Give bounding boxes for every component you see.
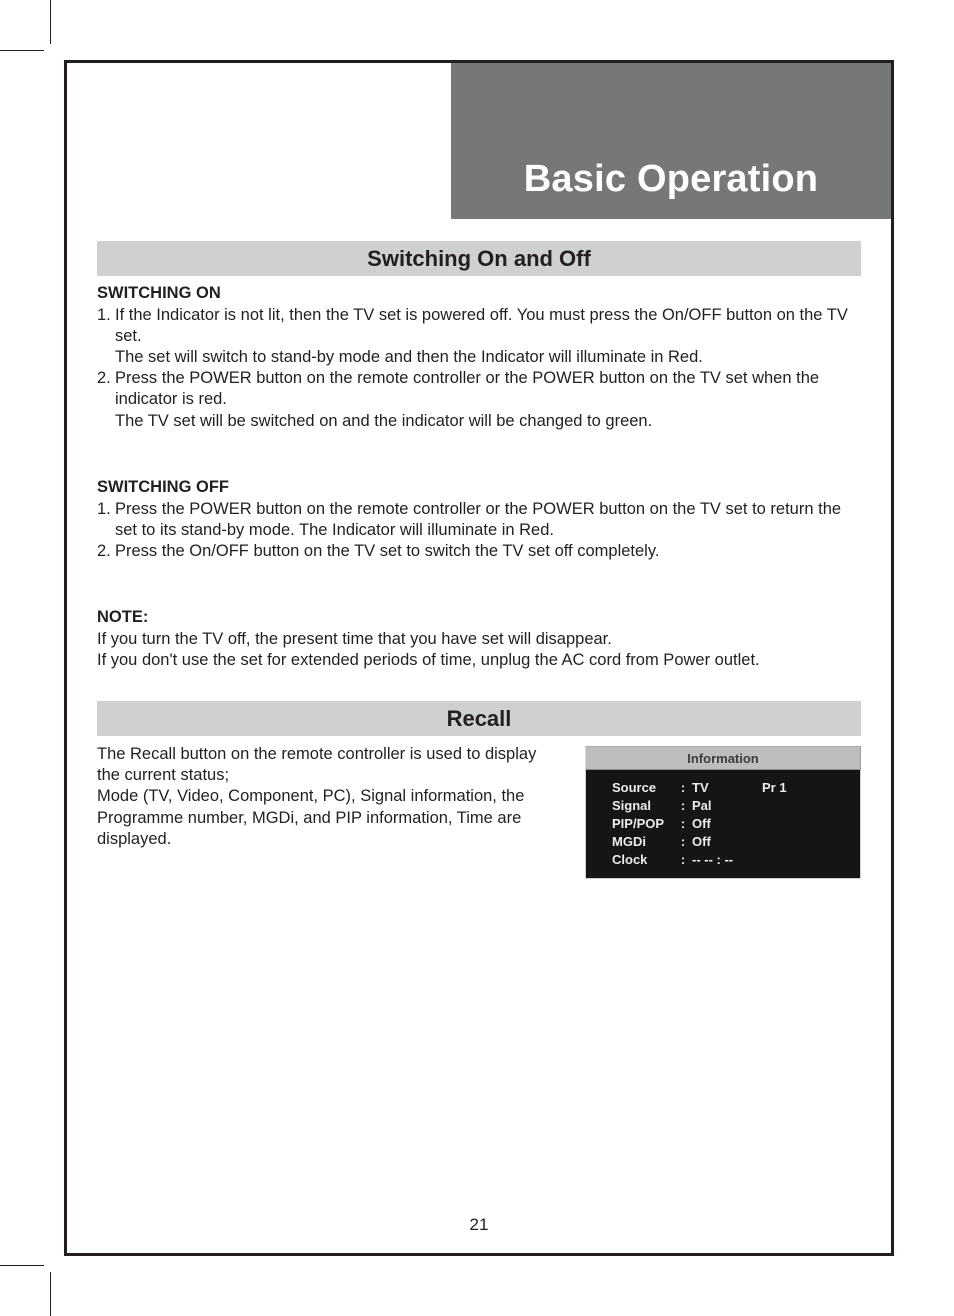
osd-row: PIP/POP : Off (612, 814, 842, 832)
crop-mark (0, 50, 44, 51)
list-item: 1. If the Indicator is not lit, then the… (97, 305, 861, 368)
osd-colon: : (674, 816, 692, 831)
osd-extra (762, 834, 842, 849)
heading-switching-off: SWITCHING OFF (97, 478, 861, 497)
osd-value: -- -- : -- (692, 852, 733, 867)
osd-label: Source (612, 780, 674, 795)
heading-switching-on: SWITCHING ON (97, 284, 861, 303)
list-line: If the Indicator is not lit, then the TV… (115, 305, 861, 347)
list-number: 2. (97, 368, 115, 431)
osd-value: Off (692, 834, 762, 849)
osd-extra (762, 816, 842, 831)
page-frame: Basic Operation Switching On and Off SWI… (64, 60, 894, 1256)
osd-label: PIP/POP (612, 816, 674, 831)
crop-mark (50, 0, 51, 44)
osd-value: Off (692, 816, 762, 831)
recall-paragraph: The Recall button on the remote controll… (97, 744, 557, 850)
list-line: The TV set will be switched on and the i… (115, 411, 861, 432)
switching-off-list: 1. Press the POWER button on the remote … (97, 499, 861, 562)
crop-mark (0, 1265, 44, 1266)
osd-label: Clock (612, 852, 674, 867)
header-band: Basic Operation (451, 63, 891, 219)
section-bar-recall: Recall (97, 701, 861, 736)
osd-colon: : (674, 852, 692, 867)
osd-extra (733, 852, 842, 867)
osd-title: Information (585, 746, 861, 770)
list-line: The set will switch to stand-by mode and… (115, 347, 861, 368)
page-number: 21 (67, 1215, 891, 1235)
list-item: 1. Press the POWER button on the remote … (97, 499, 861, 541)
osd-colon: : (674, 834, 692, 849)
section-bar-switching: Switching On and Off (97, 241, 861, 276)
list-number: 2. (97, 541, 115, 562)
osd-colon: : (674, 780, 692, 795)
page-title: Basic Operation (479, 158, 863, 201)
osd-panel: Information Source : TV Pr 1 Signal : Pa… (585, 746, 861, 879)
osd-row: Signal : Pal (612, 796, 842, 814)
osd-body: Source : TV Pr 1 Signal : Pal PIP/POP : (585, 770, 861, 879)
switching-on-list: 1. If the Indicator is not lit, then the… (97, 305, 861, 432)
note-line: If you don't use the set for extended pe… (97, 650, 861, 671)
list-number: 1. (97, 305, 115, 368)
note-body: If you turn the TV off, the present time… (97, 629, 861, 671)
osd-row: Source : TV Pr 1 (612, 778, 842, 796)
osd-value: Pal (692, 798, 762, 813)
content-area: Switching On and Off SWITCHING ON 1. If … (97, 241, 861, 879)
note-line: If you turn the TV off, the present time… (97, 629, 861, 650)
osd-row: Clock : -- -- : -- (612, 850, 842, 868)
osd-label: Signal (612, 798, 674, 813)
osd-colon: : (674, 798, 692, 813)
osd-row: MGDi : Off (612, 832, 842, 850)
osd-value: TV (692, 780, 762, 795)
osd-extra: Pr 1 (762, 780, 842, 795)
crop-mark (50, 1272, 51, 1316)
list-line: Press the On/OFF button on the TV set to… (115, 541, 861, 562)
list-number: 1. (97, 499, 115, 541)
list-line: Press the POWER button on the remote con… (115, 368, 861, 410)
list-item: 2. Press the POWER button on the remote … (97, 368, 861, 431)
list-item: 2. Press the On/OFF button on the TV set… (97, 541, 861, 562)
list-line: Press the POWER button on the remote con… (115, 499, 861, 541)
heading-note: NOTE: (97, 608, 861, 627)
osd-extra (762, 798, 842, 813)
osd-label: MGDi (612, 834, 674, 849)
